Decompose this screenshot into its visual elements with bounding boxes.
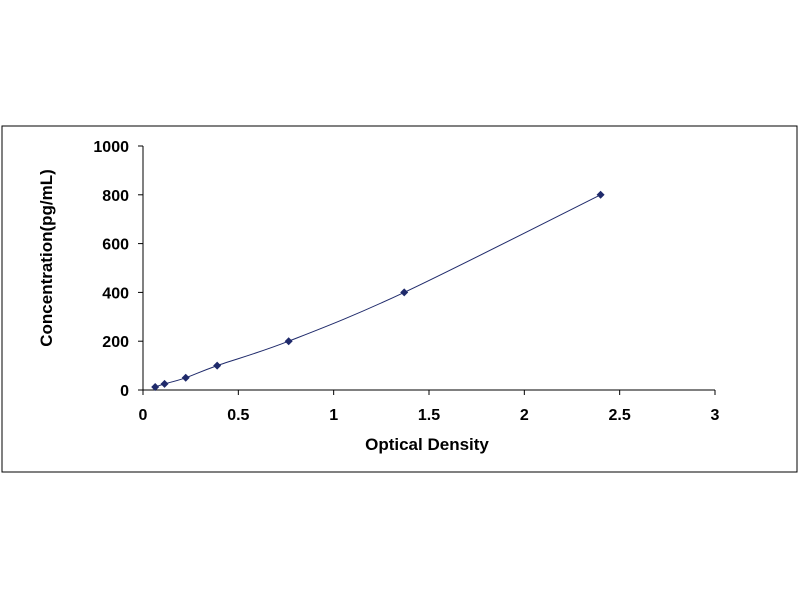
data-point bbox=[400, 288, 409, 297]
y-tick-label: 800 bbox=[102, 188, 129, 205]
y-tick-label: 200 bbox=[102, 334, 129, 351]
data-point bbox=[160, 379, 169, 388]
y-tick-label: 1000 bbox=[93, 139, 129, 156]
data-point bbox=[284, 337, 293, 346]
y-axis-ticks: 0 200 400 600 800 1000 bbox=[93, 139, 143, 400]
data-point bbox=[151, 382, 160, 391]
y-tick-label: 400 bbox=[102, 285, 129, 302]
x-axis-title: Optical Density bbox=[365, 435, 489, 454]
data-point bbox=[213, 361, 222, 370]
y-tick-label: 0 bbox=[120, 383, 129, 400]
y-axis-title: Concentration(pg/mL) bbox=[37, 169, 56, 347]
x-tick-label: 2 bbox=[520, 407, 529, 424]
x-tick-label: 1 bbox=[329, 407, 338, 424]
x-tick-label: 2.5 bbox=[609, 407, 631, 424]
data-points bbox=[151, 190, 605, 391]
data-point bbox=[596, 190, 605, 199]
chart-area-border bbox=[1, 125, 798, 473]
data-point bbox=[181, 373, 190, 382]
plot-area: 0 200 400 600 800 1000 0 0.5 1 1.5 2 2.5 3 bbox=[93, 139, 719, 424]
x-tick-label: 0 bbox=[139, 407, 148, 424]
x-axis-ticks: 0 0.5 1 1.5 2 2.5 3 bbox=[139, 390, 720, 424]
x-tick-label: 0.5 bbox=[227, 407, 249, 424]
x-tick-label: 3 bbox=[711, 407, 720, 424]
y-tick-label: 600 bbox=[102, 237, 129, 254]
x-tick-label: 1.5 bbox=[418, 407, 440, 424]
